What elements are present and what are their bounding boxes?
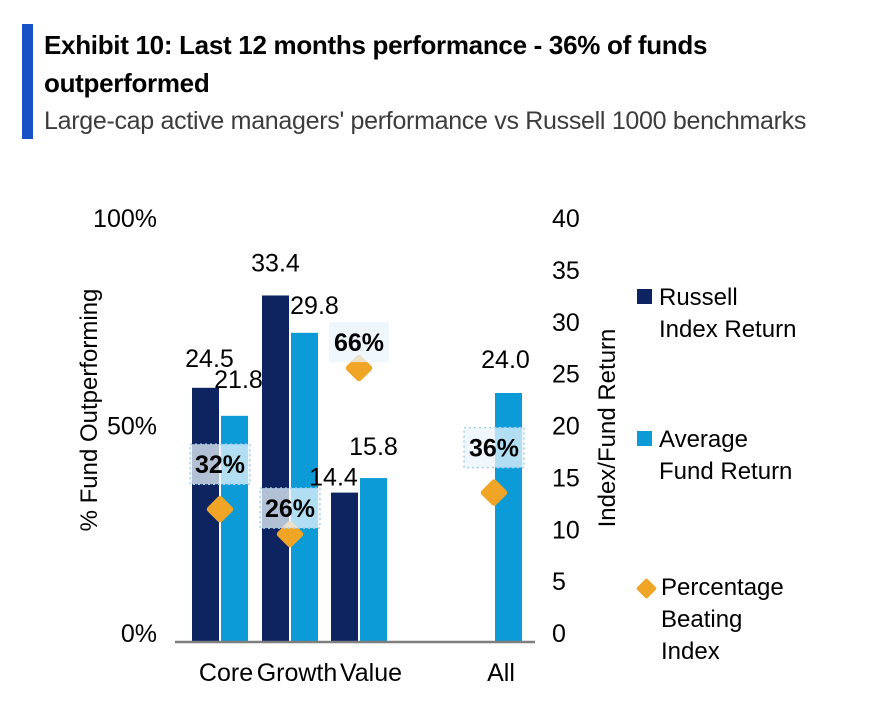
data-label: 24.5 <box>185 345 234 373</box>
legend-label: Percentage Beating Index <box>661 574 784 665</box>
data-label: 21.8 <box>214 366 263 394</box>
right-tick-label: 35 <box>552 257 580 285</box>
bar-value-s0 <box>331 492 358 642</box>
diamond-marker-core <box>206 496 234 523</box>
right-tick-label: 15 <box>552 464 580 492</box>
diamond-marker-all <box>480 479 508 506</box>
legend-label: Russell Index Return <box>659 284 797 343</box>
legend-item-percentage-beating-index: Percentage Beating Index <box>635 572 801 668</box>
category-label-core: Core <box>199 659 253 687</box>
right-tick-label: 10 <box>552 516 580 544</box>
legend-label: Average Fund Return <box>659 426 793 485</box>
category-label-value: Value <box>340 659 402 687</box>
pct-highlight-box <box>329 322 389 363</box>
left-tick-label: 0% <box>121 620 157 648</box>
data-label: 24.0 <box>481 346 530 374</box>
right-tick-label: 20 <box>552 413 580 441</box>
left-tick-label: 100% <box>93 205 157 233</box>
left-axis-title: % Fund Outperforming <box>76 288 103 532</box>
exhibit-title: Exhibit 10: Last 12 months performance -… <box>44 30 708 98</box>
data-label: 14.4 <box>309 464 358 492</box>
pct-highlight-box <box>259 487 321 529</box>
category-label-growth: Growth <box>257 659 338 687</box>
exhibit-subtitle: Large-cap active managers' performance v… <box>44 107 807 135</box>
legend-item-russell-index-return: Russell Index Return <box>637 282 799 346</box>
data-label: 33.4 <box>251 249 300 277</box>
category-label-all: All <box>487 659 515 687</box>
title-accent-bar <box>22 24 33 139</box>
pct-label-growth: 26% <box>265 495 315 523</box>
bar-value-s1 <box>360 478 387 642</box>
bar-growth-s0 <box>262 295 289 642</box>
left-tick-label: 50% <box>107 413 157 441</box>
right-tick-label: 25 <box>552 361 580 389</box>
right-tick-label: 0 <box>552 620 566 648</box>
right-tick-label: 40 <box>552 205 580 233</box>
pct-highlight-box <box>463 426 525 469</box>
data-label: 15.8 <box>349 433 398 461</box>
pct-highlight-box <box>189 443 251 485</box>
right-tick-label: 5 <box>552 568 566 596</box>
blue-square-icon <box>637 431 652 446</box>
right-tick-label: 30 <box>552 309 580 337</box>
pct-label-core: 32% <box>195 451 245 479</box>
data-label: 29.8 <box>290 292 339 320</box>
orange-diamond-icon <box>635 577 658 600</box>
navy-square-icon <box>637 289 652 304</box>
right-axis-title: Index/Fund Return <box>594 328 621 528</box>
pct-label-value: 66% <box>334 329 384 357</box>
legend-item-average-fund-return: Average Fund Return <box>637 424 799 488</box>
pct-label-all: 36% <box>469 435 519 463</box>
